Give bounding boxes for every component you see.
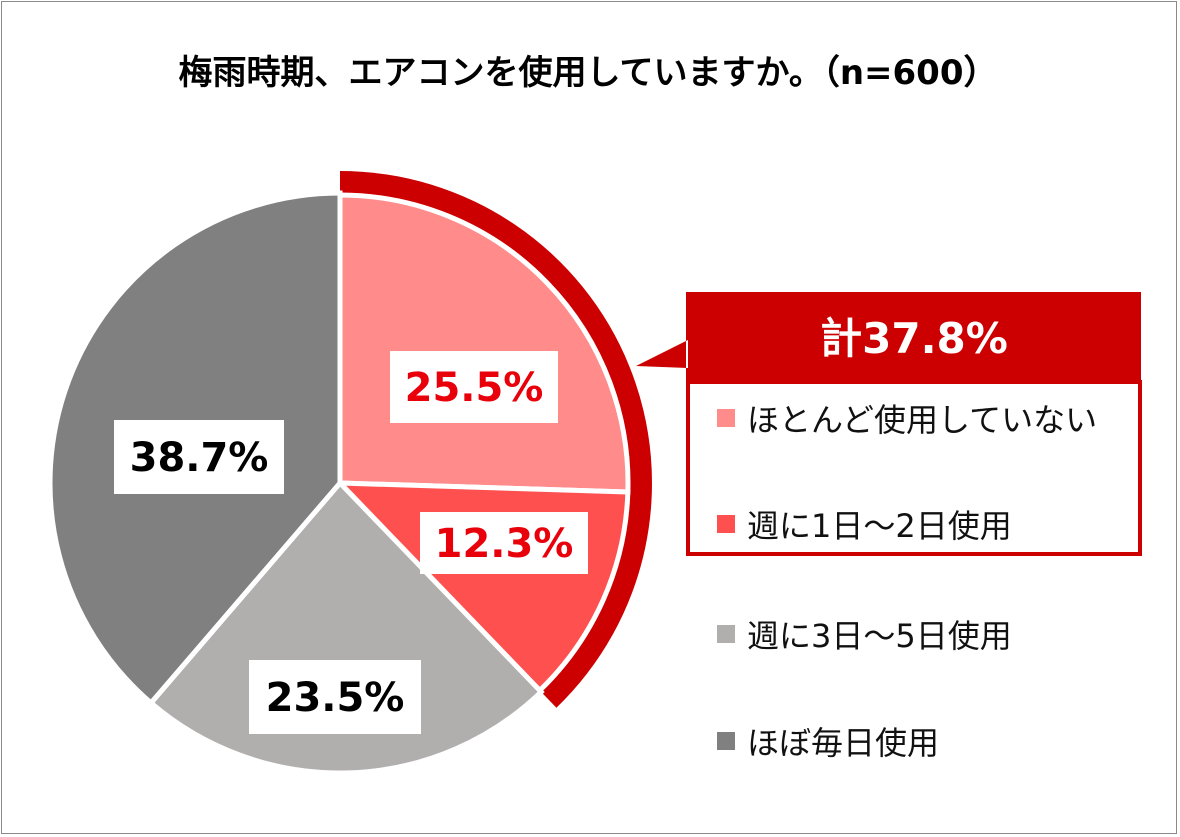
legend-swatch-3 [717,625,735,643]
legend-label-4: ほぼ毎日使用 [747,724,939,762]
legend-label-2: 週に1日～2日使用 [747,507,1012,545]
value-label-box-4 [114,420,284,494]
value-label-box-3 [249,660,421,734]
value-label-4: 38.7% [130,435,269,481]
total-callout-label: 計37.8% [820,314,1008,363]
total-callout: 計37.8% [636,292,1142,556]
legend-swatch-1 [717,409,735,427]
pie-slice-1 [337,192,631,495]
pie-value-labels: 25.5% 12.3% 23.5% 38.7% [114,351,588,734]
value-label-box-1 [390,351,558,423]
value-label-3: 23.5% [266,675,405,721]
pie-slice-3 [147,479,545,776]
legend-swatch-4 [717,732,735,750]
legend-swatch-2 [717,515,735,533]
value-label-box-2 [420,512,588,574]
legend-label-3: 週に3日～5日使用 [747,617,1012,655]
chart-title: 梅雨時期、エアコンを使用していますか。（n=600） [179,53,998,93]
value-label-2: 12.3% [435,521,574,567]
legend-label-1: ほとんど使用していない [747,401,1097,439]
total-callout-banner [636,292,1141,384]
value-label-1: 25.5% [405,365,544,411]
